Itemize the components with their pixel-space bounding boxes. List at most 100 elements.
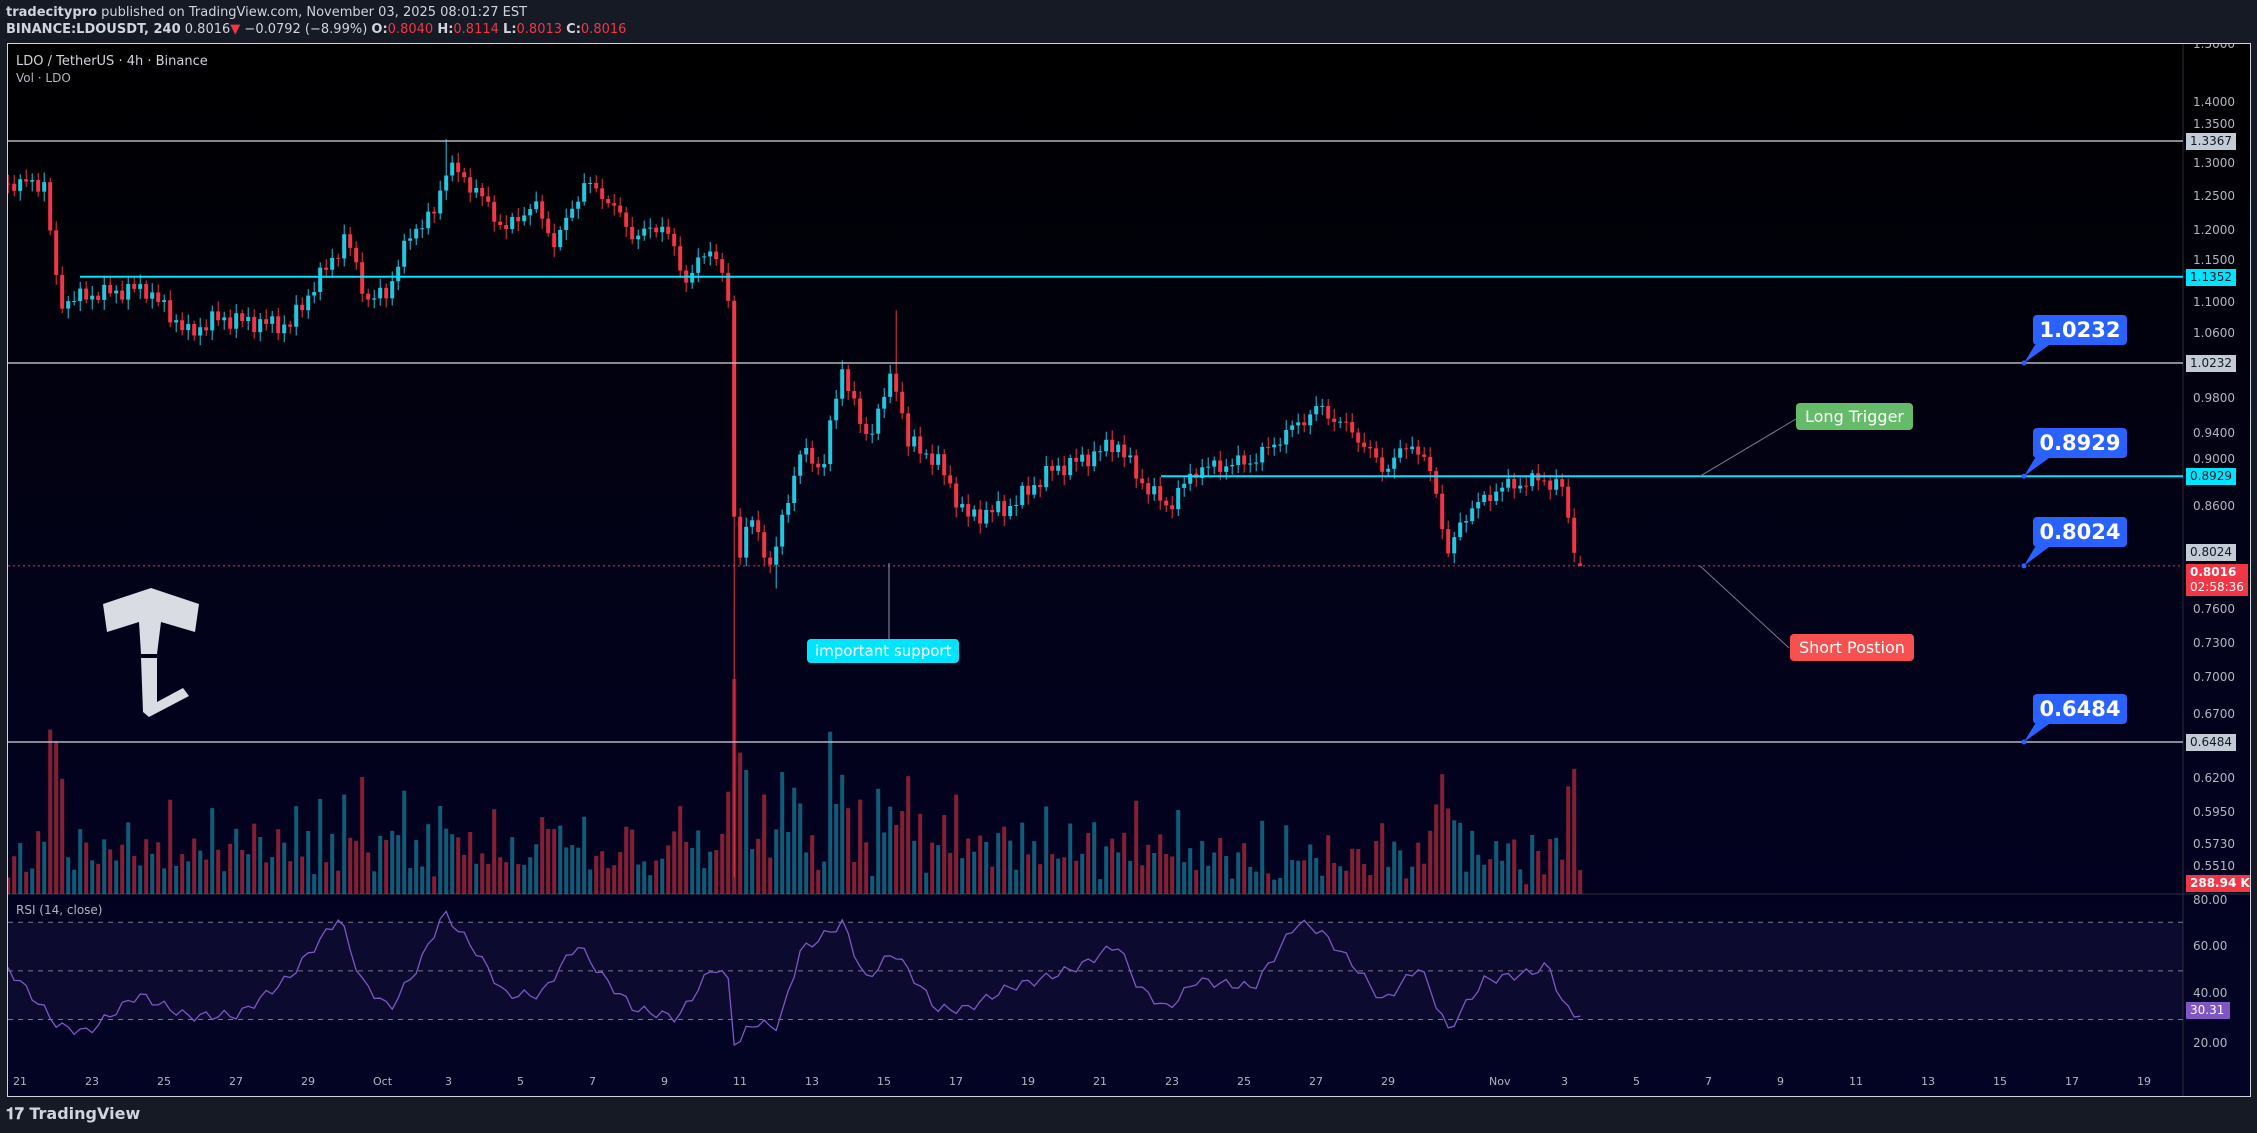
volume-bar: [1206, 865, 1211, 894]
candle: [1098, 451, 1103, 453]
volume-bar: [1122, 832, 1127, 894]
candle: [72, 301, 77, 303]
volume-bar: [1536, 850, 1541, 894]
symbol: BINANCE:LDOUSDT, 240: [6, 22, 181, 37]
current-price-tag: 0.8016 02:58:36: [2186, 564, 2248, 596]
candle: [396, 266, 401, 282]
volume-bar: [648, 875, 653, 894]
volume-bar: [1410, 866, 1415, 894]
long-trigger-label[interactable]: Long Trigger: [1796, 403, 1913, 430]
volume-bar: [1110, 838, 1115, 894]
volume-bar: [708, 851, 713, 894]
tradingview-logo[interactable]: 𝟏𝟕 TradingView: [6, 1104, 140, 1124]
volume-bar: [990, 866, 995, 894]
candle: [174, 320, 179, 323]
callout-anchor: [2021, 473, 2027, 479]
volume-bar: [1164, 853, 1169, 894]
candle: [1296, 422, 1301, 426]
volume-bar: [948, 852, 953, 894]
candle: [324, 267, 329, 270]
price-tick: 1.4000: [2193, 94, 2235, 109]
volume-bar: [1182, 862, 1187, 894]
chart-area[interactable]: LDO / TetherUS · 4h · Binance Vol · LDO …: [7, 43, 2251, 1097]
volume-bar: [462, 854, 467, 894]
candle: [936, 454, 941, 465]
price-tick: 1.2500: [2193, 188, 2235, 203]
candle: [1122, 444, 1127, 458]
candle: [912, 436, 917, 447]
volume-bar: [1026, 854, 1031, 894]
candle: [168, 300, 173, 323]
candle: [1146, 483, 1151, 495]
volume-bar: [1290, 860, 1295, 894]
candle: [732, 300, 737, 517]
candle: [504, 224, 509, 230]
volume-legend: Vol · LDO: [16, 71, 71, 85]
price-callout-1.0232[interactable]: 1.0232: [2033, 315, 2127, 345]
candle: [858, 398, 863, 424]
price-tick: 0.5950: [2193, 805, 2235, 820]
candle: [1056, 465, 1061, 471]
chart-canvas[interactable]: [8, 44, 2251, 1097]
callout-pointer: [2024, 345, 2049, 364]
candle: [1530, 473, 1535, 487]
candle: [948, 475, 953, 484]
volume-bar: [552, 829, 557, 894]
volume-bar: [594, 855, 599, 894]
candle: [1140, 478, 1145, 484]
volume-bar: [228, 843, 233, 894]
rsi-tick: 20.00: [2193, 1035, 2228, 1050]
volume-bar: [780, 772, 785, 894]
volume-bar: [432, 876, 437, 894]
price-tick: 1.0600: [2193, 325, 2235, 340]
volume-bar: [1356, 848, 1361, 894]
volume-bar: [144, 839, 149, 894]
volume-bar: [678, 806, 683, 894]
candle: [672, 233, 677, 247]
volume-bar: [108, 849, 113, 894]
candle: [798, 454, 803, 476]
volume-bar: [1056, 858, 1061, 894]
candle: [1470, 508, 1475, 522]
candle: [900, 391, 905, 414]
volume-bar: [294, 806, 299, 894]
candle: [1500, 487, 1505, 492]
candle: [420, 228, 425, 230]
volume-bar: [366, 852, 371, 894]
volume-bar: [300, 856, 305, 894]
price-tick: 0.7300: [2193, 635, 2235, 650]
candle: [1548, 480, 1553, 490]
volume-bar: [774, 829, 779, 894]
candle: [648, 227, 653, 229]
volume-bar: [348, 837, 353, 894]
candle: [402, 240, 407, 267]
volume-bar: [132, 855, 137, 894]
price-callout-0.6484[interactable]: 0.6484: [2033, 694, 2127, 724]
volume-bar: [282, 842, 287, 894]
price-callout-0.8024[interactable]: 0.8024: [2033, 517, 2127, 547]
time-tick: Oct: [373, 1075, 393, 1088]
important-support-label[interactable]: important support: [807, 639, 960, 663]
volume-bar: [360, 776, 365, 894]
candle: [258, 319, 263, 333]
time-tick: 21: [13, 1075, 27, 1088]
volume-bar: [1098, 879, 1103, 894]
volume-bar: [480, 853, 485, 894]
candle: [960, 504, 965, 508]
candle: [456, 162, 461, 173]
price-tick: 0.9400: [2193, 425, 2235, 440]
candle: [264, 319, 269, 324]
volume-bar: [738, 752, 743, 894]
time-tick: 29: [1381, 1075, 1395, 1088]
short-position-label[interactable]: Short Postion: [1790, 634, 1914, 661]
callout-anchor: [2021, 563, 2027, 569]
candle: [1116, 444, 1121, 453]
price-tick: 0.7000: [2193, 670, 2235, 685]
candle: [1332, 418, 1337, 423]
price-callout-0.8929[interactable]: 0.8929: [2033, 428, 2127, 458]
candle: [132, 284, 137, 289]
volume-bar: [828, 731, 833, 894]
volume-bar: [396, 835, 401, 894]
candle: [1458, 522, 1463, 538]
candle: [714, 251, 719, 260]
